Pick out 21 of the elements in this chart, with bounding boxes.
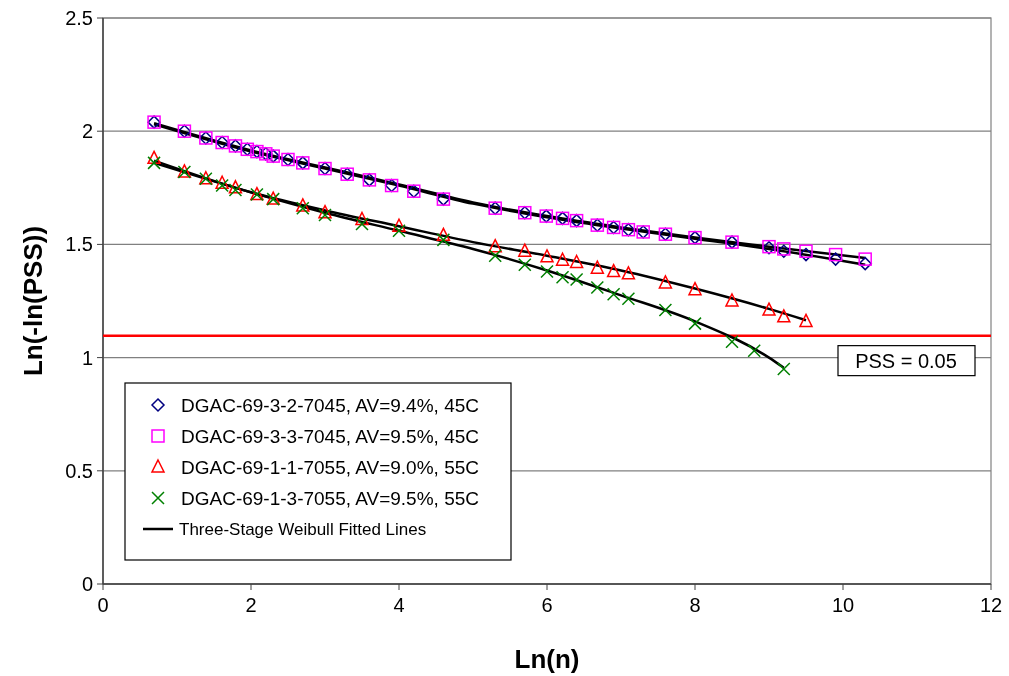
y-tick-label: 1 (81, 346, 93, 369)
x-tick-label: 4 (393, 594, 405, 616)
x-tick-label: 6 (541, 594, 553, 616)
x-tick-label: 2 (245, 594, 257, 616)
legend-label: DGAC-69-3-3-7045, AV=9.5%, 45C (181, 425, 479, 447)
x-tick-label: 8 (689, 594, 701, 616)
y-tick-label: 0 (81, 573, 93, 595)
annotation: PSS = 0.05 (855, 349, 957, 372)
x-axis-title: Ln(n) (514, 644, 580, 674)
y-tick-label: 2.5 (65, 7, 93, 29)
y-tick-label: 1.5 (65, 233, 93, 256)
y-axis-title: Ln(-ln(PSS)) (18, 225, 48, 377)
y-tick-label: 2 (81, 120, 93, 143)
x-tick-label: 10 (831, 594, 855, 616)
y-tick-label: 0.5 (65, 459, 93, 482)
x-tick-label: 12 (979, 594, 1003, 616)
legend-label: DGAC-69-3-2-7045, AV=9.4%, 45C (181, 394, 479, 416)
legend-label: DGAC-69-1-1-7055, AV=9.0%, 55C (181, 456, 479, 478)
legend-label: DGAC-69-1-3-7055, AV=9.5%, 55C (181, 487, 479, 509)
x-tick-label: 0 (97, 594, 109, 616)
legend-label: Three-Stage Weibull Fitted Lines (179, 519, 427, 539)
